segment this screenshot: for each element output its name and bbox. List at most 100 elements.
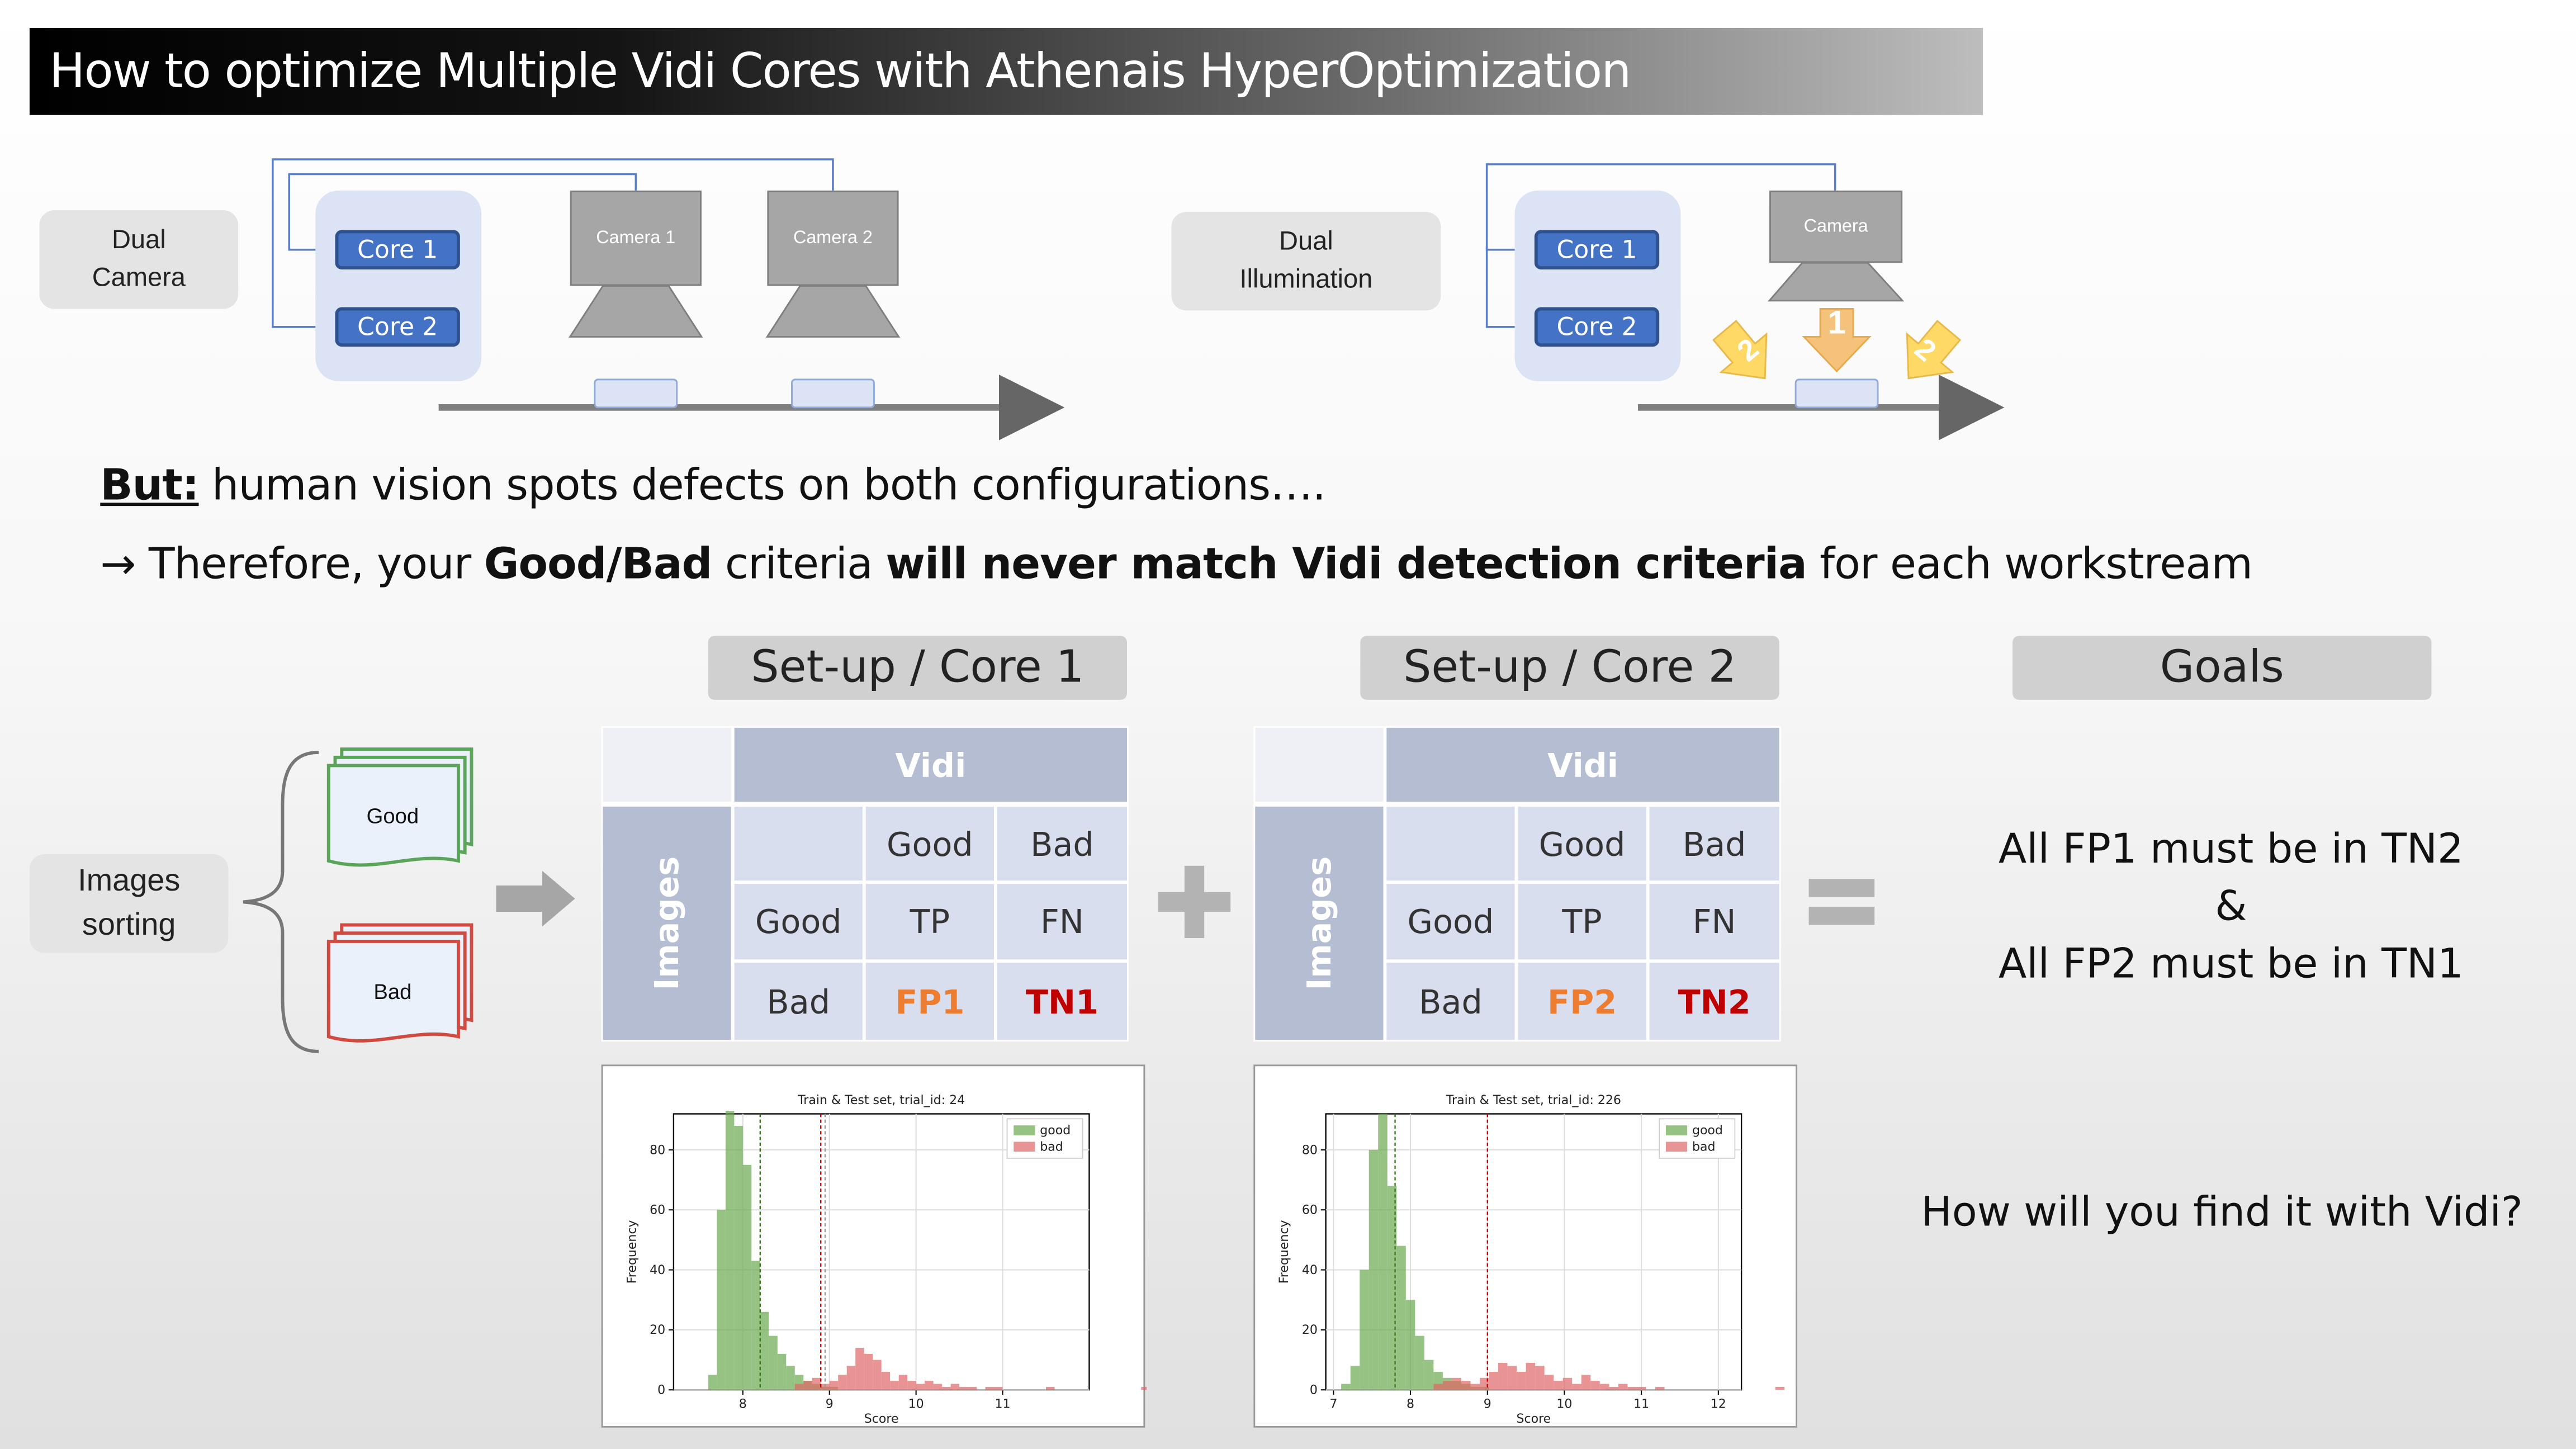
histogram-bar-bad [1581, 1375, 1591, 1390]
legend-swatch-bad [1014, 1142, 1035, 1152]
histogram-bar-good [734, 1125, 743, 1390]
setup2-header: Set-up / Core 2 [1360, 636, 1779, 700]
x-tick-label: 11 [995, 1398, 1011, 1412]
setup1-header: Set-up / Core 1 [708, 636, 1128, 700]
therefore-statement: → Therefore, your Good/Bad criteria will… [100, 540, 2253, 590]
y-tick-label: 80 [1302, 1143, 1318, 1157]
core1-button-left[interactable]: Core 1 [335, 230, 460, 269]
but-text: human vision spots defects on both confi… [198, 461, 1326, 511]
therefore-arrow-icon: → [100, 540, 136, 590]
matrix2-tn: TN2 [1649, 963, 1779, 1040]
matrix1-fp: FP1 [865, 963, 994, 1040]
matrix1-fn: FN [997, 884, 1128, 960]
matrix2-tp: TP [1518, 884, 1646, 960]
histogram-bar-bad [1479, 1377, 1489, 1390]
x-axis-label: Score [1517, 1412, 1551, 1426]
histogram-bar-good [725, 1111, 735, 1390]
legend-label-bad: bad [1040, 1140, 1063, 1154]
histogram-bar-bad [985, 1386, 995, 1390]
dual-illumination-label-box: Dual Illumination [1171, 212, 1441, 311]
histogram-bar-bad [898, 1375, 908, 1390]
dual-camera-label: Dual Camera [92, 226, 186, 293]
histogram-bar-bad [864, 1353, 873, 1390]
plot-legend: good bad [1006, 1118, 1083, 1159]
histogram-bar-bad [1517, 1372, 1526, 1390]
histogram-bar-bad [925, 1381, 934, 1390]
x-tick-label: 8 [1407, 1398, 1414, 1412]
matrix2-row-bad: Bad [1386, 963, 1515, 1040]
histogram-bar-bad [1636, 1386, 1646, 1390]
matrix1-vidi-header: Vidi [734, 727, 1128, 802]
histogram-bar-bad [1599, 1384, 1609, 1390]
images-sorting-label: Images sorting [78, 864, 181, 943]
histogram-bar-good [742, 1164, 752, 1390]
histogram-bar-bad [1572, 1384, 1581, 1390]
histogram-bar-bad [950, 1384, 960, 1390]
goals-header: Goals [2012, 636, 2432, 700]
camera1-box: Camera 1 [570, 190, 702, 286]
histogram-bar-bad [812, 1377, 821, 1390]
histogram-bar-good [1396, 1246, 1406, 1390]
histogram-bar-bad [1489, 1372, 1499, 1390]
but-statement: But: human vision spots defects on both … [100, 461, 1326, 511]
histogram-bar-good [1368, 1149, 1379, 1390]
histogram-bar-bad [1526, 1362, 1536, 1390]
histogram-bar-bad [916, 1384, 925, 1390]
core1-button-right[interactable]: Core 1 [1534, 230, 1660, 269]
title-bar [29, 27, 1983, 115]
equals-sign-top [1808, 879, 1875, 897]
x-tick-label: 11 [1633, 1398, 1649, 1412]
cores-panel-left [315, 190, 482, 381]
matrix2-vidi-header: Vidi [1386, 727, 1779, 802]
histogram-bar-bad [1618, 1384, 1628, 1390]
histogram-bar-bad [1775, 1386, 1785, 1390]
sorting-graphic [243, 747, 575, 1053]
histogram-bar-bad [1609, 1386, 1618, 1390]
histogram-bar-bad [1554, 1381, 1563, 1390]
histogram-bar-bad [1045, 1386, 1055, 1390]
y-tick-label: 60 [1302, 1204, 1318, 1218]
legend-label-bad: bad [1692, 1140, 1715, 1154]
y-tick-label: 0 [657, 1384, 665, 1398]
plot-legend: good bad [1659, 1118, 1736, 1159]
histogram-bar-good [760, 1311, 769, 1390]
histogram-bar-bad [873, 1360, 882, 1390]
camera2-box: Camera 2 [767, 190, 899, 286]
y-axis-label: Frequency [1277, 1220, 1291, 1284]
histogram-bar-bad [933, 1384, 943, 1390]
bad-doc-stack [326, 923, 473, 1043]
matrix1-images-header: Images [603, 806, 731, 1040]
histogram-bar-bad [855, 1348, 864, 1390]
matrix1-tn: TN1 [997, 963, 1128, 1040]
histogram-bar-bad [1590, 1381, 1600, 1390]
histogram-bar-bad [803, 1381, 812, 1390]
histogram-bar-good [1341, 1384, 1351, 1390]
x-tick-label: 12 [1711, 1398, 1726, 1412]
histogram-bar-good [708, 1375, 717, 1390]
matrix1-blank [734, 806, 863, 881]
equals-sign-bottom [1808, 907, 1875, 925]
plot-title: Train & Test set, trial_id: 24 [797, 1093, 965, 1107]
camera1-label: Camera 1 [596, 228, 676, 248]
core2-button-left[interactable]: Core 2 [335, 307, 460, 347]
camera-label: Camera [1803, 216, 1868, 237]
y-tick-label: 20 [1302, 1323, 1318, 1337]
matrix2-images-header: Images [1255, 806, 1384, 1040]
matrix2-images-label: Images [1299, 856, 1339, 991]
histogram-bar-bad [942, 1386, 951, 1390]
core2-button-right[interactable]: Core 2 [1534, 307, 1660, 347]
slide-title: How to optimize Multiple Vidi Cores with… [49, 42, 1631, 99]
y-tick-label: 40 [650, 1263, 665, 1277]
legend-label-good: good [1040, 1124, 1071, 1138]
histogram-bar-bad [829, 1381, 839, 1390]
goal-line-1: All FP1 must be in TN2 [1998, 825, 2464, 873]
histogram-bar-bad [1655, 1386, 1665, 1390]
histogram-bar-good [751, 1261, 760, 1390]
y-tick-label: 80 [650, 1143, 665, 1157]
matrix1-images-label: Images [647, 856, 687, 991]
histogram-bar-bad [1461, 1381, 1471, 1390]
histogram-bar-good [1424, 1360, 1434, 1390]
goal-line-2: & [2215, 882, 2247, 930]
matrix2-col-good: Good [1518, 806, 1646, 881]
